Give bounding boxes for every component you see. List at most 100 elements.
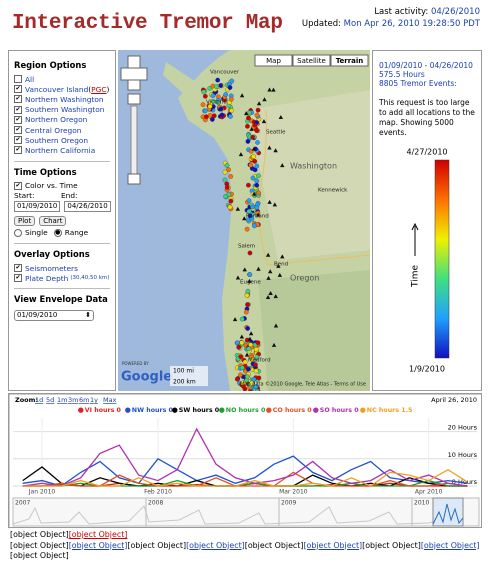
powered: POWERED BY [122, 361, 149, 366]
label: Southern Oregon [25, 135, 89, 145]
overlay-option[interactable]: ✔ Seismometers [14, 263, 110, 273]
place-label: Salem [238, 244, 255, 250]
overview-line [432, 503, 464, 525]
checkbox[interactable]: ✔ [14, 95, 22, 104]
event-dot [248, 342, 253, 348]
station [273, 294, 278, 299]
zoom-link[interactable]: 5d [46, 396, 54, 404]
timeline: Zoom:1d 5d 1m 3m 6m 1y Max April 26, 2010 0 Ho… [8, 393, 482, 528]
zoom-in[interactable] [127, 93, 141, 105]
event-dot [252, 223, 257, 229]
zoom-slider[interactable] [130, 105, 138, 179]
event-dot [250, 175, 256, 181]
section-title: Time Options [14, 166, 77, 177]
radio[interactable]: ● [53, 228, 62, 237]
link[interactable]: [object Object] [186, 540, 245, 550]
map-type-button[interactable] [330, 54, 369, 67]
link[interactable]: [object Object] [68, 530, 128, 539]
zoom-link[interactable]: Max [103, 396, 117, 404]
checkbox[interactable]: ✔ [14, 264, 22, 273]
event-dot [256, 190, 261, 196]
event-dot [245, 288, 251, 294]
pan-button[interactable] [127, 55, 141, 69]
start-input[interactable]: 01/09/2010 [14, 201, 61, 213]
zoom-link[interactable]: 6m [79, 396, 89, 404]
value: 01/09/2010 [17, 311, 58, 320]
zoom-out[interactable] [127, 173, 141, 185]
link[interactable]: PGC [91, 84, 107, 94]
button-label: Map [266, 57, 281, 65]
zoom-link[interactable]: 1m [57, 396, 67, 404]
region-option[interactable]: ✔ Southern Washington [14, 105, 110, 115]
radio[interactable] [14, 228, 22, 237]
region-option[interactable]: ✔ Southern Oregon [14, 135, 110, 145]
region-option[interactable]: ✔ Northern Oregon [14, 115, 110, 125]
map-type-button[interactable] [292, 54, 331, 67]
scale-bg [170, 366, 208, 386]
zoom-label: Zoom: [15, 396, 38, 404]
checkbox[interactable]: ✔ [14, 146, 22, 155]
checkbox[interactable]: ✔ [14, 136, 22, 145]
overlay-option[interactable]: ✔ Plate Depth (30,40,50 km) [14, 273, 110, 283]
link[interactable]: [object Object] [420, 540, 480, 550]
plot-button[interactable]: Plot [14, 216, 36, 227]
checkbox[interactable]: ✔ [14, 115, 22, 124]
event-dot [253, 368, 259, 374]
event-dot [254, 163, 260, 169]
station [238, 152, 244, 157]
zoom-link[interactable]: 1y [90, 396, 98, 404]
station [277, 272, 283, 277]
station [271, 87, 276, 92]
region-option[interactable]: ✔ Northern California [14, 145, 110, 155]
zoom-link[interactable]: 3m [68, 396, 78, 404]
place-label: Victoria [206, 100, 227, 106]
legend-label: SO hours 0 [320, 407, 359, 414]
link[interactable]: [object Object] [68, 540, 128, 550]
event-dot [252, 158, 258, 164]
section-title: View Envelope Data [14, 294, 108, 305]
link[interactable]: [object Object] [303, 540, 363, 550]
map[interactable]: Map Satellite Terrain Vancouver Victoria Sea… [118, 50, 370, 391]
pan-button[interactable] [127, 79, 141, 91]
event-dot [219, 112, 225, 118]
checkbox[interactable] [14, 75, 22, 84]
button-label: Terrain [336, 57, 364, 65]
checkbox[interactable]: ✔ [14, 274, 22, 283]
button-label: Satellite [297, 57, 326, 65]
island [163, 62, 216, 110]
envelope-select[interactable]: 01/09/2010 ⬍ [14, 310, 94, 322]
overview-window[interactable] [432, 497, 464, 527]
label: Northern Washington [25, 94, 104, 104]
station [251, 191, 257, 196]
checkbox[interactable]: ✔ [14, 126, 22, 135]
pan-button[interactable] [120, 67, 148, 81]
event-dot [245, 302, 250, 307]
event-dot [244, 226, 250, 232]
map-type-button[interactable] [254, 54, 293, 67]
station [256, 101, 262, 106]
end-input[interactable]: 04/26/2010 [64, 201, 111, 213]
region-option[interactable]: All [14, 74, 110, 84]
station [268, 269, 273, 274]
station [242, 267, 247, 272]
legend-label: CO hours 0 [273, 407, 313, 414]
event-dot [234, 376, 240, 382]
event-dot [223, 92, 229, 97]
station [280, 254, 285, 259]
event-dot [216, 100, 222, 105]
checkbox[interactable]: ✔ [14, 85, 22, 94]
scale: 100 mi [173, 368, 194, 375]
region-option[interactable]: ✔ Vancouver Island (PGC) [14, 84, 110, 94]
station [235, 206, 241, 211]
section-title: Overlay Options [14, 249, 90, 260]
checkbox[interactable]: ✔ [14, 105, 22, 114]
region-option[interactable]: ✔ Central Oregon [14, 125, 110, 135]
region-option[interactable]: ✔ Northern Washington [14, 94, 110, 104]
event-dot [245, 326, 251, 331]
arrow: ⬍ [85, 311, 91, 320]
chart-button[interactable]: Chart [39, 216, 67, 227]
zoom-link[interactable]: 1d [35, 396, 43, 404]
event-dot [229, 108, 234, 113]
checkbox[interactable]: ✔ [14, 181, 22, 190]
color-option[interactable]: ✔ Color vs. Time [14, 181, 110, 191]
